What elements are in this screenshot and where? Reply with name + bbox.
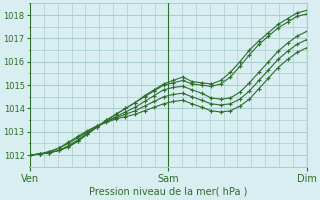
X-axis label: Pression niveau de la mer( hPa ): Pression niveau de la mer( hPa ) bbox=[89, 187, 248, 197]
